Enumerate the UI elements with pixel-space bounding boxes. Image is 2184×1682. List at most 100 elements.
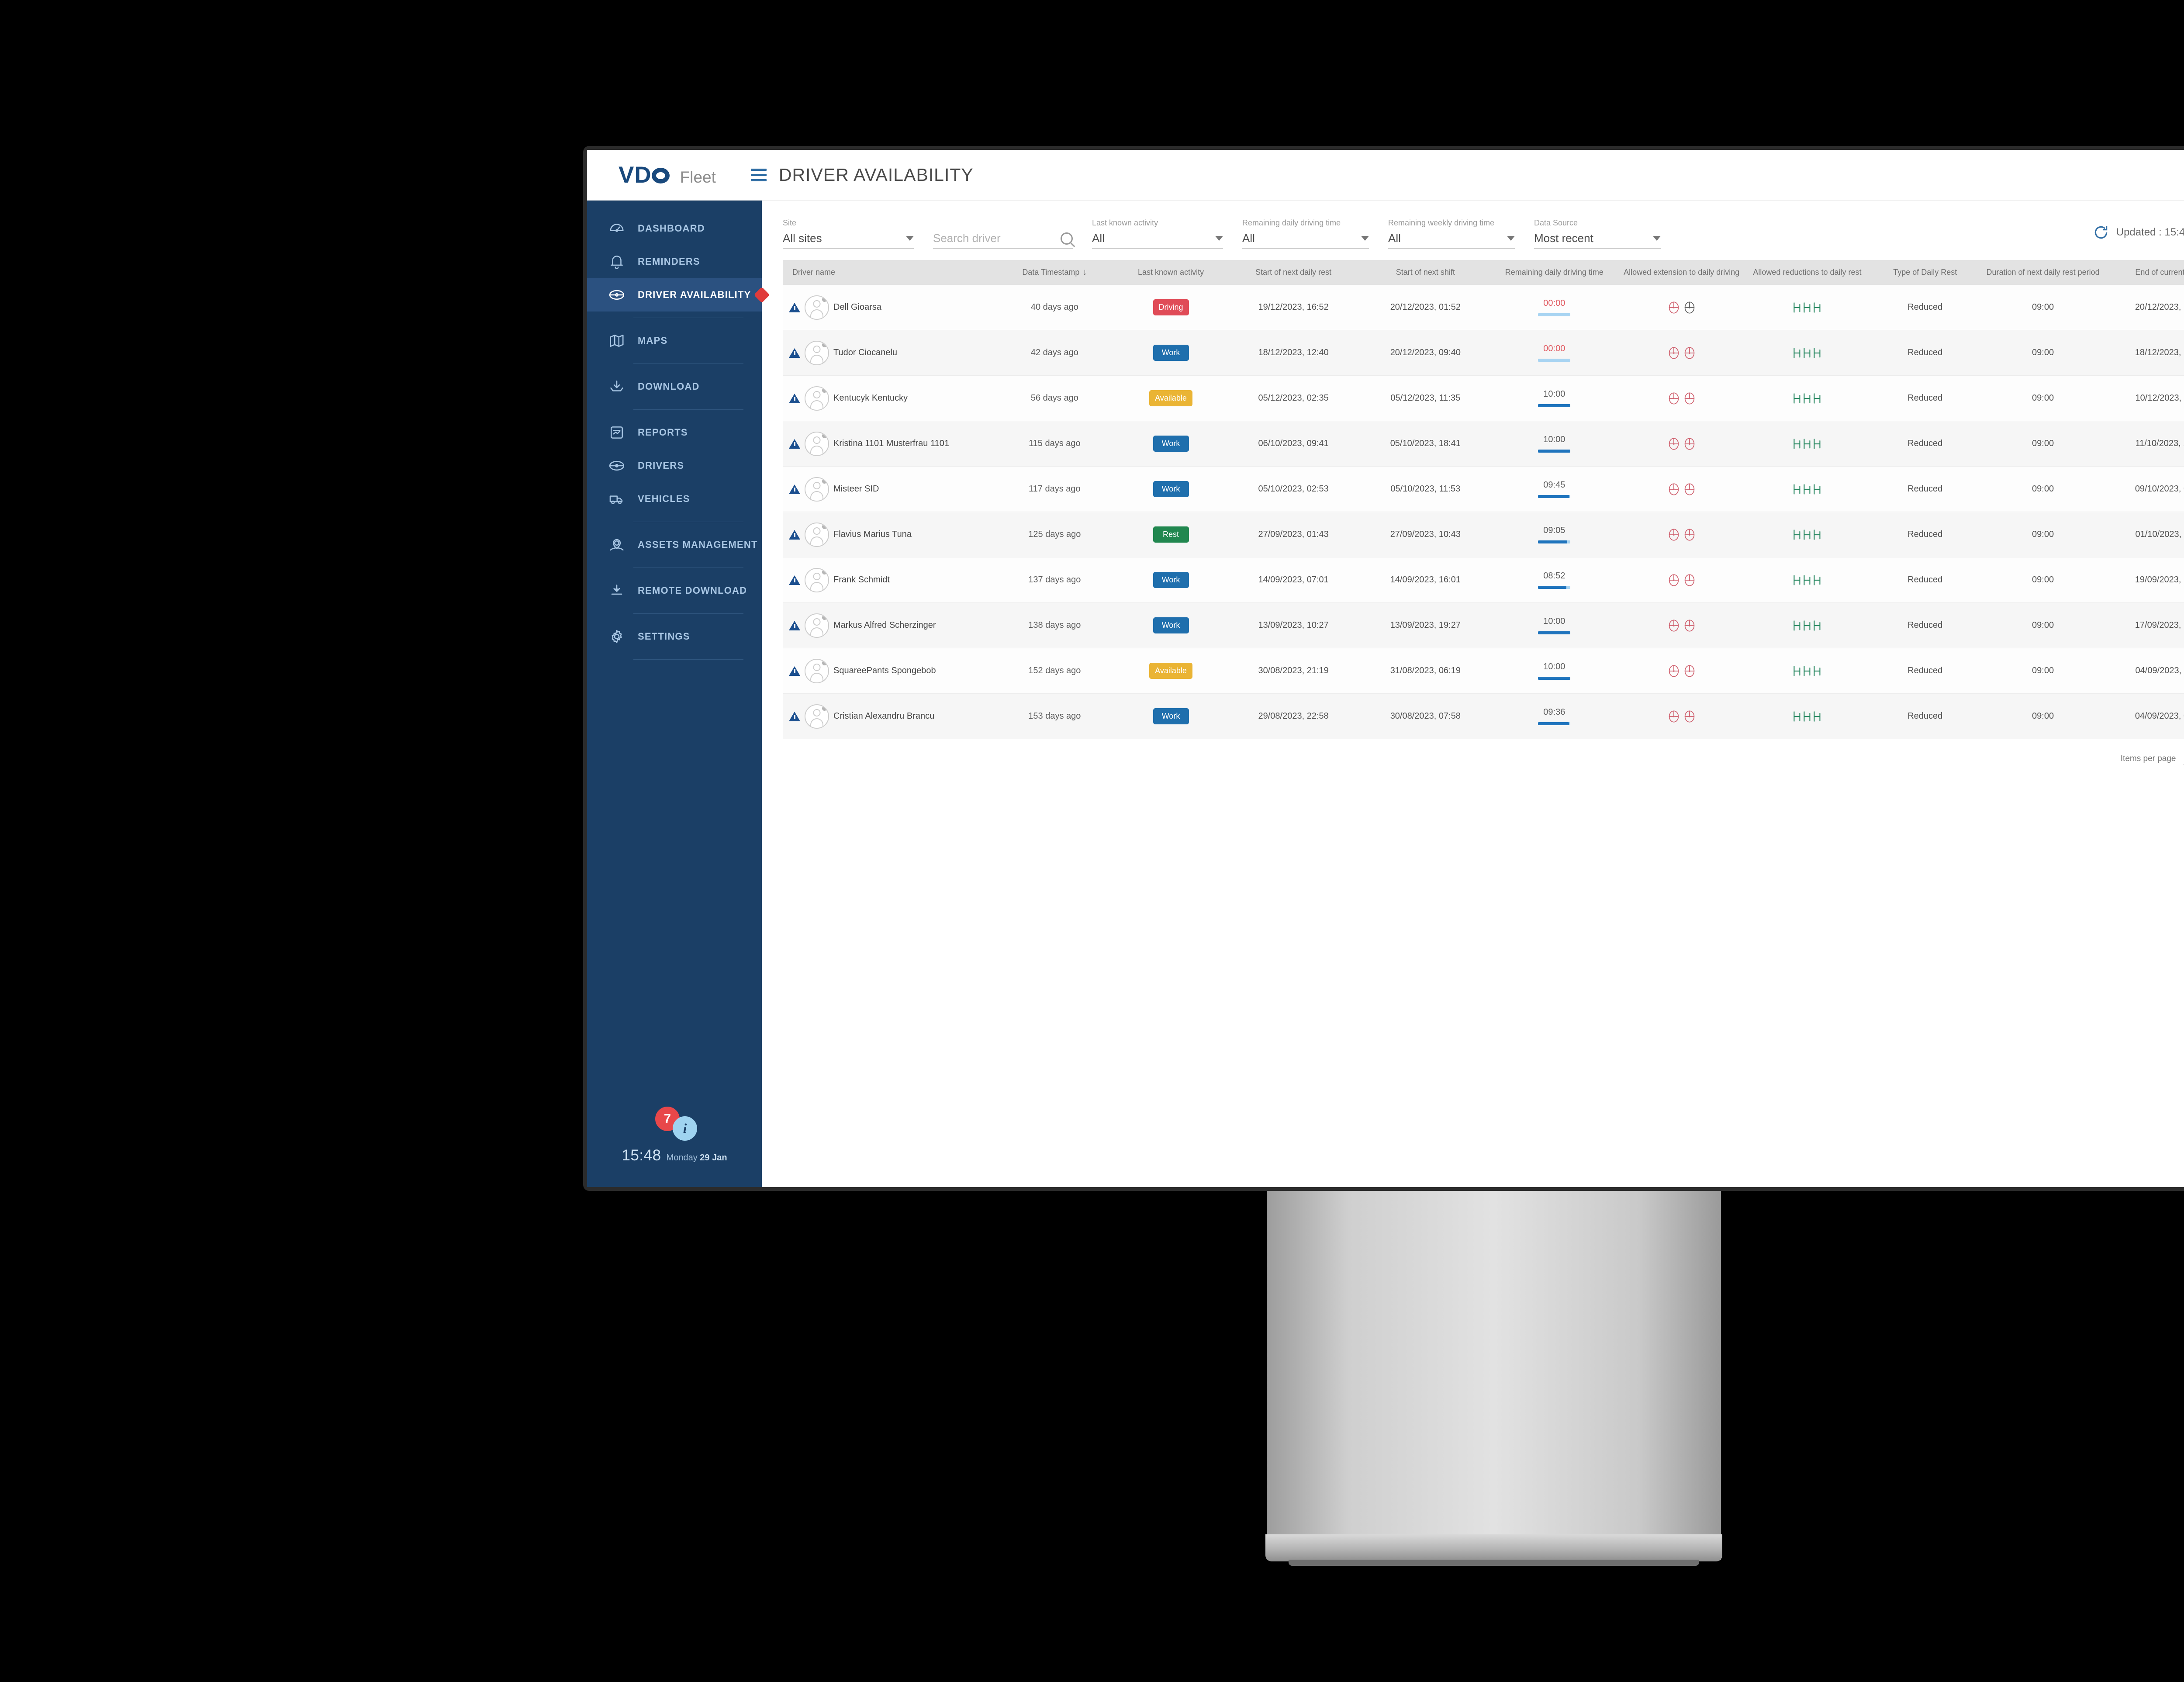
filter-last-activity[interactable]: Last known activity All [1092, 218, 1223, 249]
map-icon [605, 332, 628, 349]
driver-name-text: Kentucyk Kentucky [833, 393, 908, 403]
table-row[interactable]: Cristian Alexandru Brancu 153 days ago W… [783, 693, 2184, 739]
sidebar-item-maps[interactable]: MAPS [587, 324, 762, 357]
filter-site[interactable]: Site All sites [783, 218, 914, 249]
cell-last-activity: Driving [1116, 285, 1226, 330]
sidebar-item-download[interactable]: DOWNLOAD [587, 370, 762, 403]
column-header-data-timestamp[interactable]: Data Timestamp ↓ [993, 260, 1116, 285]
brand-logo[interactable]: VD Fleet [587, 162, 716, 188]
table-row[interactable]: Frank Schmidt 137 days ago Work 14/09/20… [783, 557, 2184, 603]
status-badge: Work [1153, 617, 1189, 633]
cell-type-of-daily-rest: Reduced [1870, 602, 1980, 648]
column-header-driver-name[interactable]: Driver name [783, 260, 994, 285]
status-badge: Work [1153, 436, 1189, 452]
warning-icon [789, 530, 800, 540]
column-header-start-of-next-daily-rest[interactable]: Start of next daily rest [1226, 260, 1361, 285]
table-row[interactable]: Markus Alfred Scherzinger 138 days ago W… [783, 602, 2184, 648]
status-badge: Work [1153, 572, 1189, 588]
table-row[interactable]: Kentucyk Kentucky 56 days ago Available … [783, 375, 2184, 421]
column-header-allowed-extension-to-daily-driving[interactable]: Allowed extension to daily driving [1618, 260, 1745, 285]
hamburger-menu-icon[interactable] [750, 169, 767, 181]
filter-remaining-weekly[interactable]: Remaining weekly driving time All [1388, 218, 1515, 249]
remaining-time-text: 10:00 [1543, 389, 1565, 399]
cell-next-daily-rest: 05/10/2023, 02:53 [1226, 466, 1361, 512]
cell-driver-name: Kentucyk Kentucky [783, 375, 994, 421]
column-header-allowed-reductions-to-daily-rest[interactable]: Allowed reductions to daily rest [1744, 260, 1870, 285]
gear-icon [605, 628, 628, 645]
cell-end-of-current-week: 09/10/2023, 01:31 [2105, 466, 2184, 512]
steering-wheel-icon [1684, 664, 1694, 677]
cell-last-activity: Work [1116, 421, 1226, 467]
column-header-type-of-daily-rest[interactable]: Type of Daily Rest [1870, 260, 1980, 285]
cell-next-shift: 20/12/2023, 09:40 [1361, 330, 1490, 376]
column-header-start-of-next-shift[interactable]: Start of next shift [1361, 260, 1490, 285]
filter-remaining-weekly-value: All [1388, 232, 1401, 245]
sidebar-item-assets-management[interactable]: ASSETS MANAGEMENT [587, 528, 762, 561]
table-row[interactable]: SquareePants Spongebob 152 days ago Avai… [783, 648, 2184, 694]
column-header-last-known-activity[interactable]: Last known activity [1116, 260, 1226, 285]
table-row[interactable]: Misteer SID 117 days ago Work 05/10/2023… [783, 466, 2184, 512]
notification-count-badge[interactable]: 7 [655, 1107, 680, 1131]
notification-cluster[interactable]: 7 i [587, 1107, 762, 1141]
sidebar-item-reports[interactable]: REPORTS [587, 416, 762, 449]
monitor-stand-foot [1289, 1560, 1699, 1566]
remaining-time-bar [1538, 722, 1571, 725]
table-row[interactable]: Tudor Ciocanelu 42 days ago Work 18/12/2… [783, 330, 2184, 376]
column-header-remaining-daily-driving-time[interactable]: Remaining daily driving time [1489, 260, 1619, 285]
table-row[interactable]: Dell Gioarsa 40 days ago Driving 19/12/2… [783, 285, 2184, 330]
sidebar-item-remote-download[interactable]: REMOTE DOWNLOAD [587, 574, 762, 607]
cell-driver-name: Frank Schmidt [783, 557, 994, 603]
remaining-time-text: 09:36 [1543, 707, 1565, 717]
cell-rest-duration: 09:00 [1980, 602, 2106, 648]
cell-driver-name: Misteer SID [783, 466, 994, 512]
rest-reduction-icon [1804, 665, 1811, 676]
cell-remaining-daily-driving: 00:00 [1489, 330, 1619, 376]
cell-driver-name: Tudor Ciocanelu [783, 330, 994, 376]
sidebar-item-driver-availability[interactable]: DRIVER AVAILABILITY [587, 278, 770, 311]
steering-wheel-icon [1684, 528, 1694, 541]
steering-wheel-icon [1669, 483, 1679, 495]
sidebar-item-dashboard[interactable]: DASHBOARD [587, 212, 762, 245]
column-header-duration-of-next-daily-rest-period[interactable]: Duration of next daily rest period [1980, 260, 2106, 285]
sidebar-item-reminders[interactable]: REMINDERS [587, 245, 762, 278]
cell-type-of-daily-rest: Reduced [1870, 648, 1980, 694]
driver-table-wrapper: Driver name Data Timestamp ↓ Last known act… [783, 260, 2184, 739]
remaining-time-bar [1538, 404, 1571, 407]
sidebar-item-label: VEHICLES [638, 493, 690, 504]
filter-data-source[interactable]: Data Source Most recent [1534, 218, 1661, 249]
table-row[interactable]: Flavius Marius Tuna 125 days ago Rest 27… [783, 512, 2184, 557]
table-row[interactable]: Kristina 1101 Musterfrau 1101 115 days a… [783, 421, 2184, 467]
cell-allowed-reductions [1744, 375, 1870, 421]
sidebar-item-vehicles[interactable]: VEHICLES [587, 482, 762, 516]
info-icon[interactable]: i [673, 1116, 697, 1141]
sidebar-item-label: ASSETS MANAGEMENT [638, 539, 758, 550]
column-header-end-of-current-week[interactable]: End of current week [2105, 260, 2184, 285]
cell-remaining-daily-driving: 10:00 [1489, 375, 1619, 421]
cell-type-of-daily-rest: Reduced [1870, 285, 1980, 330]
cell-last-activity: Work [1116, 602, 1226, 648]
search-input[interactable]: Search driver [933, 232, 1001, 245]
truck-icon [605, 491, 628, 507]
sidebar-item-label: MAPS [638, 335, 668, 346]
monitor-bezel: VD Fleet DRIVER AVAILABILITY Sascha Kob … [583, 146, 2184, 1191]
cell-data-timestamp: 153 days ago [993, 693, 1116, 739]
driver-avatar [805, 477, 829, 502]
cell-end-of-current-week: 18/12/2023, 12:40 [2105, 330, 2184, 376]
cell-next-daily-rest: 14/09/2023, 07:01 [1226, 557, 1361, 603]
cell-rest-duration: 09:00 [1980, 466, 2106, 512]
updated-text: Updated : 15:47, 29 Jan 2024 [2116, 226, 2184, 238]
filter-remaining-daily[interactable]: Remaining daily driving time All [1242, 218, 1369, 249]
search-icon[interactable] [1061, 232, 1073, 245]
search-driver-field[interactable]: Search driver [933, 218, 1073, 249]
sidebar-item-drivers[interactable]: DRIVERS [587, 449, 762, 482]
cell-next-daily-rest: 06/10/2023, 09:41 [1226, 421, 1361, 467]
cell-last-activity: Rest [1116, 512, 1226, 557]
rest-reduction-icon [1814, 484, 1821, 495]
refresh-icon[interactable] [2093, 224, 2109, 241]
status-badge: Rest [1153, 526, 1189, 543]
main-content: Site All sites Search driver Last known … [762, 201, 2184, 1187]
rest-reduction-icon [1814, 347, 1821, 358]
sidebar-item-settings[interactable]: SETTINGS [587, 620, 762, 653]
rest-reduction-icon [1804, 484, 1811, 495]
items-per-page-select[interactable]: 10 [2183, 753, 2184, 765]
